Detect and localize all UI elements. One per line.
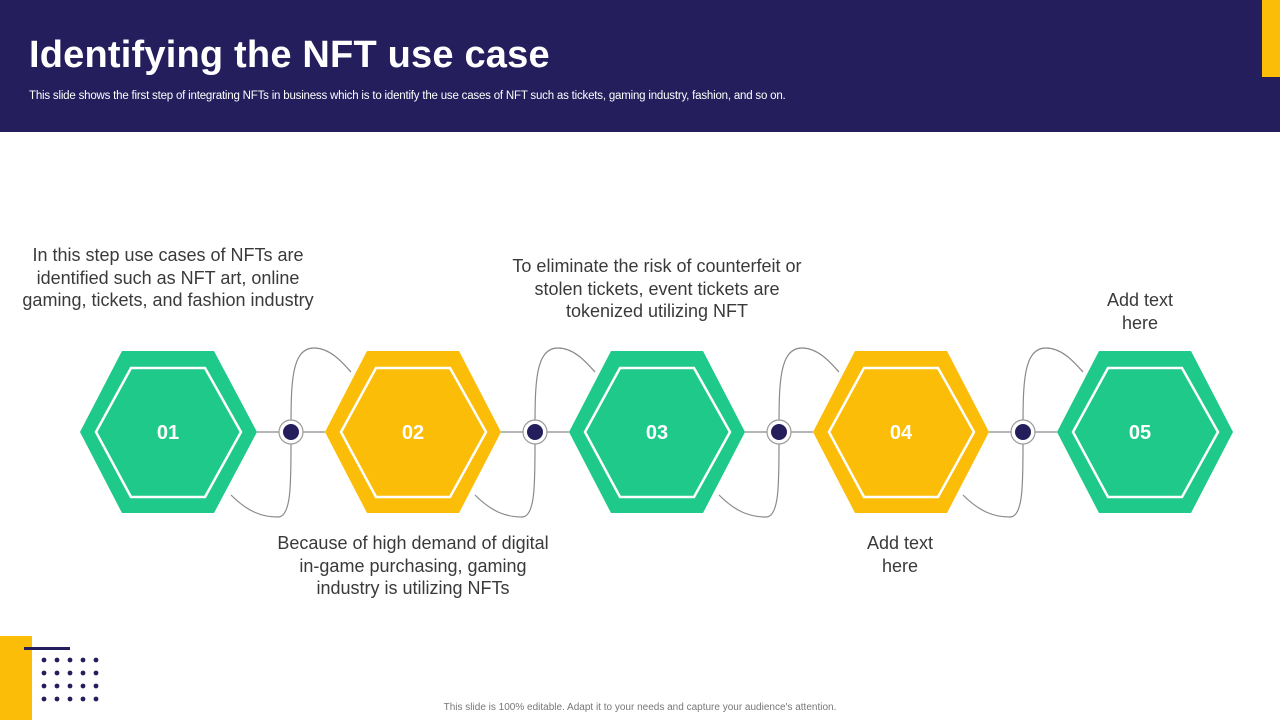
step-text-02: Because of high demand of digital in-gam… <box>277 533 549 598</box>
step-hexagon-01: 01 <box>80 351 257 513</box>
step-text-04: Add text here <box>866 533 934 576</box>
connector-node-2 <box>522 419 548 445</box>
bottom-left-accent-line <box>24 647 70 650</box>
step-hexagon-02: 02 <box>325 351 501 513</box>
step-number-01: 01 <box>157 422 179 444</box>
step-text-03: To eliminate the risk of counterfeit or … <box>512 256 802 321</box>
bottom-left-accent-bar <box>0 636 32 720</box>
slide-title: Identifying the NFT use case <box>29 34 550 76</box>
step-number-05: 05 <box>1129 422 1151 444</box>
slide-subtitle: This slide shows the first step of integ… <box>29 90 786 102</box>
corner-accent <box>1262 0 1280 77</box>
step-number-03: 03 <box>646 422 668 444</box>
header-band <box>0 0 1280 132</box>
step-hexagon-03: 03 <box>569 351 745 513</box>
step-number-04: 04 <box>890 422 913 444</box>
step-number-02: 02 <box>402 422 424 444</box>
step-hexagon-04: 04 <box>813 351 989 513</box>
dot-grid-decoration <box>41 657 99 702</box>
step-text-01: In this step use cases of NFTs are ident… <box>22 245 314 310</box>
connector-node-4 <box>1010 419 1036 445</box>
step-hexagon-05: 05 <box>1057 351 1233 513</box>
footer-note: This slide is 100% editable. Adapt it to… <box>443 702 837 713</box>
connector-node-1 <box>278 419 304 445</box>
connector-node-3 <box>766 419 792 445</box>
connector-nodes <box>278 419 1036 445</box>
step-text-05: Add text here <box>1106 290 1174 333</box>
